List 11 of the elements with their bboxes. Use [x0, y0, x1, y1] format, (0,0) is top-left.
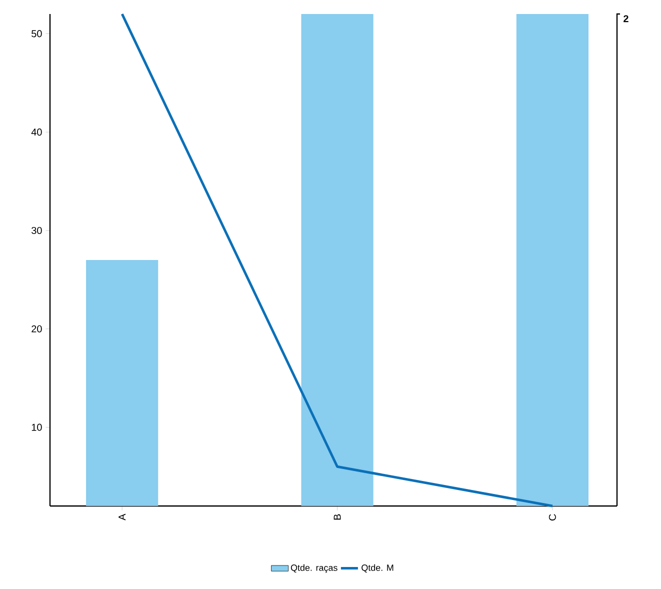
x-tick-label: A [118, 514, 126, 520]
y-tick-label: 10 [32, 424, 42, 431]
y-tick-label: 30 [32, 226, 42, 234]
text: 2 [624, 15, 628, 22]
legend-label: Qtde. raças [290, 564, 338, 573]
y-tick-label: 40 [31, 128, 42, 136]
legend-label: Qtde. M [362, 564, 394, 572]
x-tick-label: B [334, 514, 341, 520]
y-tick-label: 20 [32, 325, 42, 332]
y-tick-label: 50 [32, 30, 42, 38]
x-tick-label: C [548, 514, 556, 520]
